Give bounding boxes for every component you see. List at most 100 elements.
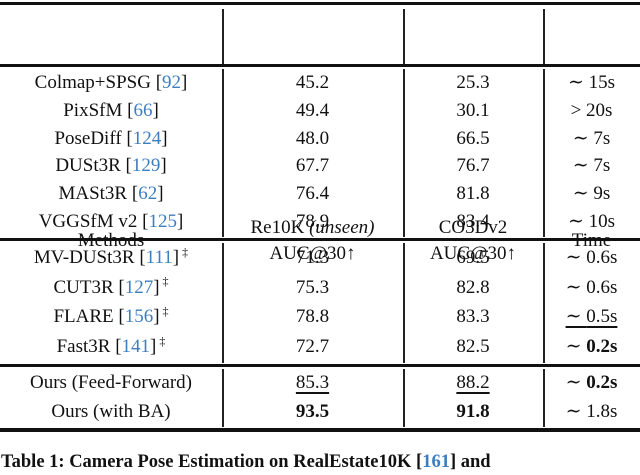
time-value: ∼ 0.2s [543, 336, 640, 358]
column-divider [222, 9, 224, 64]
bracket: ] [172, 246, 180, 268]
time-value: > 20s [543, 100, 640, 122]
approx-prefix: ∼ [567, 71, 589, 93]
co3d-metric-label: AUC@30↑ [429, 243, 517, 264]
method-cell: Colmap+SPSG [92] [0, 72, 222, 94]
re10k-value: 48.0 [295, 127, 330, 149]
method-name: CUT3R [53, 276, 114, 298]
table-row: Fast3R [141] ‡ 72.7 82.5 ∼ 0.2s [0, 333, 640, 358]
bracket: ] [161, 127, 168, 149]
co3d-value: 69.5 [456, 246, 490, 268]
table-row: Ours (Feed-Forward) 85.3 88.2 ∼ 0.2s [0, 372, 640, 394]
approx-prefix: ∼ [565, 372, 587, 394]
citation-link[interactable]: 125 [148, 211, 177, 233]
method-name: DUSt3R [55, 155, 121, 177]
time-value: ∼ 0.2s [543, 372, 640, 394]
bracket: [ [134, 246, 146, 268]
column-divider [403, 369, 405, 427]
re10k-dataset-label: Re10K [250, 217, 305, 239]
column-divider [222, 369, 224, 427]
method-name: PixSfM [63, 99, 123, 121]
re10k-value: 71.3 [295, 246, 330, 268]
bracket: [ [127, 183, 139, 205]
method-name: VGGSfM v2 [38, 211, 138, 233]
approx-prefix: ∼ [565, 306, 587, 328]
bracket: [ [121, 127, 133, 149]
method-name: MV-DUSt3R [33, 246, 135, 268]
column-divider [403, 243, 405, 363]
bracket: ] [157, 183, 164, 205]
approx-prefix: ∼ [565, 276, 587, 298]
bracket: ] [181, 71, 188, 93]
approx-prefix: ∼ [565, 336, 587, 358]
bracket: [ [120, 155, 132, 177]
double-dagger-mark: ‡ [159, 333, 166, 348]
approx-prefix: ∼ [572, 183, 594, 205]
time-value: ∼ 0.5s [543, 306, 640, 328]
table-header-row: Methods Re10K (unseen) AUC@30↑ CO3Dv2 AU… [0, 7, 640, 475]
approx-prefix: ∼ [572, 155, 594, 177]
method-name: MASt3R [58, 183, 128, 205]
table-top-rule [0, 2, 640, 5]
citation-link[interactable]: 62 [138, 183, 158, 205]
time-number: 15s [588, 71, 616, 93]
bracket: ] [152, 99, 159, 121]
time-number: 1.8s [586, 400, 618, 422]
time-value: ∼ 0.6s [543, 247, 640, 269]
citation-link[interactable]: 127 [124, 276, 154, 298]
time-number: 0.2s [586, 336, 618, 358]
column-divider [543, 369, 545, 427]
method-cell: VGGSfM v2 [125] [0, 211, 222, 233]
re10k-value: 67.7 [295, 155, 330, 177]
citation-link[interactable]: 92 [162, 71, 182, 93]
time-value: ∼ 7s [543, 128, 640, 150]
time-value: ∼ 1.8s [543, 401, 640, 423]
method-cell: Fast3R [141] ‡ [0, 333, 222, 358]
bracket: [ [113, 306, 125, 328]
col-header-methods: Methods [77, 230, 145, 252]
method-name: Colmap+SPSG [34, 71, 151, 93]
table-row: FLARE [156] ‡ 78.8 83.3 ∼ 0.5s [0, 305, 640, 328]
table-row: MV-DUSt3R [111] ‡ 71.3 69.5 ∼ 0.6s [0, 244, 640, 269]
col-header-co3d: CO3Dv2 AUC@30↑ [403, 215, 543, 266]
bracket: ] [150, 336, 157, 358]
header-separator-rule [0, 64, 640, 67]
co3d-value: 83.3 [456, 306, 490, 328]
table-row: Colmap+SPSG [92] 45.2 25.3 ∼ 15s [0, 72, 640, 94]
time-value: ∼ 15s [543, 72, 640, 94]
co3d-value: 76.7 [456, 155, 490, 177]
method-name: FLARE [53, 306, 114, 328]
table-row: PoseDiff [124] 48.0 66.5 ∼ 7s [0, 128, 640, 150]
citation-link[interactable]: 129 [131, 155, 161, 177]
re10k-value: 75.3 [295, 276, 330, 298]
double-dagger-mark: ‡ [182, 244, 189, 259]
time-value: ∼ 0.6s [543, 277, 640, 299]
citation-link[interactable]: 141 [121, 336, 151, 358]
method-cell: MV-DUSt3R [111] ‡ [0, 244, 222, 269]
re10k-value: 76.4 [295, 183, 330, 205]
citation-link[interactable]: 124 [132, 127, 162, 149]
bracket: [ [122, 99, 134, 121]
column-divider [543, 243, 545, 363]
time-number: 0.6s [586, 246, 618, 268]
method-name: Fast3R [56, 336, 111, 358]
citation-link[interactable]: 66 [133, 99, 153, 121]
co3d-value: 81.8 [456, 183, 490, 205]
approx-prefix: ∼ [565, 400, 587, 422]
column-divider [222, 243, 224, 363]
time-number: 0.6s [586, 276, 618, 298]
table-section-feedforward: MV-DUSt3R [111] ‡ 71.3 69.5 ∼ 0.6s CUT3R [127… [0, 243, 640, 362]
approx-prefix: > [570, 99, 587, 121]
re10k-value: 78.9 [295, 211, 330, 233]
citation-link[interactable]: 161 [422, 452, 450, 472]
co3d-dataset-label: CO3Dv2 [438, 217, 508, 239]
citation-link[interactable]: 111 [145, 246, 173, 268]
table-section-baselines: Colmap+SPSG [92] 45.2 25.3 ∼ 15s PixSfM [66]… [0, 69, 640, 236]
table-row: MASt3R [62] 76.4 81.8 ∼ 9s [0, 183, 640, 205]
bracket: [ [150, 71, 163, 93]
column-divider [543, 69, 545, 237]
time-value: ∼ 10s [543, 211, 640, 233]
re10k-value: 49.4 [295, 99, 330, 121]
citation-link[interactable]: 156 [124, 306, 154, 328]
table-bottom-rule [0, 428, 640, 432]
